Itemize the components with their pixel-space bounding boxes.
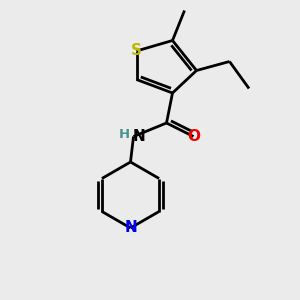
Text: N: N: [124, 220, 137, 236]
Text: O: O: [187, 129, 200, 144]
Text: S: S: [131, 44, 142, 59]
Text: H: H: [119, 128, 130, 141]
Text: N: N: [133, 129, 145, 144]
